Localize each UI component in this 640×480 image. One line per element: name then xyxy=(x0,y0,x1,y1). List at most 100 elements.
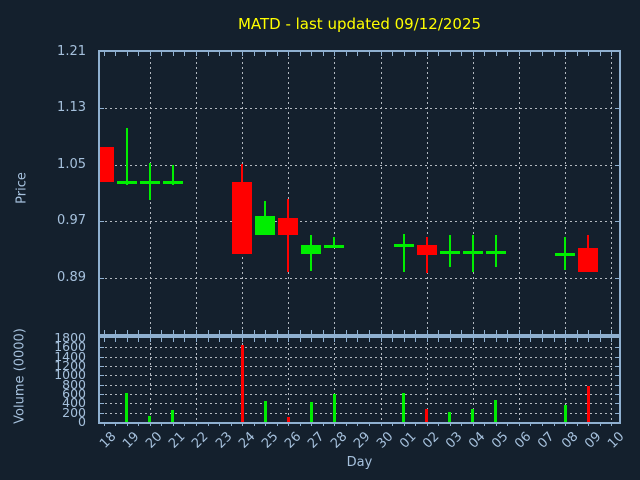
x-minor-tick xyxy=(265,52,267,56)
x-minor-tick xyxy=(495,422,497,426)
day-tick-label: 25 xyxy=(258,429,282,452)
x-minor-tick xyxy=(403,330,405,334)
volume-tick-label: 200 xyxy=(62,404,86,420)
candle-body xyxy=(462,251,483,255)
volume-gridline xyxy=(100,375,619,377)
x-minor-tick xyxy=(611,52,613,56)
day-tick-label: 06 xyxy=(512,429,535,452)
x-minor-tick xyxy=(103,338,105,342)
x-minor-tick xyxy=(461,338,463,342)
x-minor-tick xyxy=(126,330,128,334)
candle-body xyxy=(278,217,299,236)
x-minor-tick xyxy=(507,422,509,426)
x-minor-tick xyxy=(103,52,105,56)
y-tick xyxy=(100,366,104,367)
x-minor-tick xyxy=(357,52,359,56)
x-minor-tick xyxy=(161,422,163,426)
price-gridline-vertical xyxy=(380,52,382,334)
x-minor-tick xyxy=(461,52,463,56)
x-minor-tick xyxy=(438,52,440,56)
volume-gridline-vertical xyxy=(288,338,290,422)
x-minor-tick xyxy=(115,338,117,342)
x-minor-tick xyxy=(403,422,405,426)
x-minor-tick xyxy=(553,338,555,342)
volume-tick-label: 600 xyxy=(62,386,86,401)
x-minor-tick xyxy=(438,422,440,426)
x-minor-tick xyxy=(392,52,394,56)
x-minor-tick xyxy=(541,330,543,334)
x-minor-tick xyxy=(576,338,578,342)
candle-body xyxy=(439,251,460,255)
x-minor-tick xyxy=(230,422,232,426)
x-minor-tick xyxy=(415,330,417,334)
x-minor-tick xyxy=(161,330,163,334)
volume-gridline xyxy=(100,412,619,414)
x-minor-tick xyxy=(541,422,543,426)
x-minor-tick xyxy=(115,330,117,334)
candle-wick xyxy=(494,235,497,268)
x-minor-tick xyxy=(195,422,197,426)
x-minor-tick xyxy=(230,330,232,334)
x-minor-tick xyxy=(276,338,278,342)
x-minor-tick xyxy=(461,422,463,426)
candle-body xyxy=(232,181,253,254)
volume-gridline xyxy=(100,394,619,395)
x-minor-tick xyxy=(276,52,278,56)
volume-bar xyxy=(494,399,498,422)
x-minor-tick xyxy=(380,422,382,426)
volume-gridline-vertical xyxy=(426,338,428,422)
x-minor-tick xyxy=(299,338,301,342)
x-minor-tick xyxy=(403,338,405,342)
day-tick-label: 27 xyxy=(304,429,328,452)
x-minor-tick xyxy=(311,52,313,56)
price-axis-label: Price xyxy=(14,172,30,204)
candle-wick xyxy=(448,235,451,268)
x-minor-tick xyxy=(611,330,613,334)
x-minor-tick xyxy=(599,338,601,342)
candle-wick xyxy=(402,233,405,272)
x-minor-tick xyxy=(357,338,359,342)
x-minor-tick xyxy=(495,52,497,56)
volume-bar xyxy=(425,408,429,422)
x-minor-tick xyxy=(449,338,451,342)
x-minor-tick xyxy=(149,330,151,334)
x-minor-tick xyxy=(530,330,532,334)
day-tick-label: 30 xyxy=(374,429,397,452)
day-tick-label: 02 xyxy=(420,429,443,452)
candle-body xyxy=(100,147,114,182)
price-gridline-vertical xyxy=(288,52,290,334)
volume-bar xyxy=(586,385,590,422)
x-minor-tick xyxy=(184,338,186,342)
volume-gridline-vertical xyxy=(518,338,520,422)
candle-body xyxy=(485,251,506,255)
volume-tick-label: 400 xyxy=(62,395,86,411)
x-minor-tick xyxy=(588,330,590,334)
x-minor-tick xyxy=(357,422,359,426)
x-minor-tick xyxy=(426,338,428,342)
x-minor-tick xyxy=(138,330,140,334)
x-minor-tick xyxy=(253,330,255,334)
y-tick xyxy=(100,108,104,110)
price-tick-label: 0.97 xyxy=(57,213,86,229)
x-minor-tick xyxy=(322,52,324,56)
x-minor-tick xyxy=(276,422,278,426)
price-gridline-vertical xyxy=(472,52,474,334)
x-minor-tick xyxy=(565,52,567,56)
day-tick-label: 09 xyxy=(581,429,605,452)
x-minor-tick xyxy=(126,52,128,56)
volume-tick-label: 0 xyxy=(78,414,86,429)
x-minor-tick xyxy=(415,422,417,426)
x-minor-tick xyxy=(415,338,417,342)
x-minor-tick xyxy=(138,52,140,56)
x-minor-tick xyxy=(507,330,509,334)
x-minor-tick xyxy=(161,338,163,342)
day-tick-label: 07 xyxy=(535,429,558,452)
x-minor-tick xyxy=(299,52,301,56)
candle-body xyxy=(578,247,599,272)
x-minor-tick xyxy=(230,52,232,56)
x-minor-tick xyxy=(611,338,613,342)
x-minor-tick xyxy=(380,52,382,56)
x-minor-tick xyxy=(357,330,359,334)
x-minor-tick xyxy=(368,338,370,342)
volume-gridline-vertical xyxy=(611,338,613,422)
